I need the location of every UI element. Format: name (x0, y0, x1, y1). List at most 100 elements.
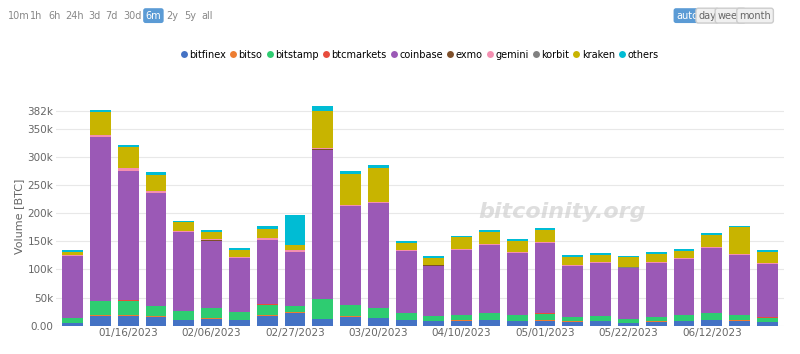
Bar (451, 249, 472, 250)
Bar (340, 205, 361, 206)
Bar (396, 320, 417, 326)
Bar (229, 248, 250, 250)
Bar (618, 268, 639, 319)
Bar (590, 321, 611, 326)
Bar (257, 227, 278, 229)
Bar (702, 233, 722, 235)
Bar (396, 241, 417, 243)
Bar (62, 256, 83, 318)
Bar (674, 315, 694, 321)
Bar (285, 252, 306, 306)
Bar (257, 304, 278, 315)
Bar (62, 250, 83, 252)
Bar (562, 255, 583, 257)
Bar (118, 315, 138, 326)
Text: 1h: 1h (30, 11, 42, 21)
Bar (451, 236, 472, 238)
Bar (451, 315, 472, 320)
Bar (62, 323, 83, 326)
Bar (312, 112, 333, 148)
Bar (507, 315, 528, 321)
Bar (646, 252, 666, 254)
Bar (534, 228, 555, 229)
Bar (174, 231, 194, 232)
Y-axis label: Volume [BTC]: Volume [BTC] (14, 178, 25, 253)
Bar (479, 244, 500, 245)
Bar (562, 317, 583, 321)
Bar (702, 313, 722, 320)
Bar (201, 240, 222, 308)
Bar (312, 150, 333, 299)
Bar (534, 242, 555, 243)
Bar (368, 204, 389, 308)
Bar (674, 259, 694, 315)
Bar (479, 232, 500, 244)
Bar (285, 313, 306, 326)
Bar (368, 202, 389, 203)
Bar (729, 225, 750, 227)
Bar (257, 240, 278, 304)
Text: 5y: 5y (184, 11, 196, 21)
Bar (646, 262, 666, 263)
Bar (312, 148, 333, 149)
Bar (285, 216, 306, 245)
Bar (90, 315, 111, 326)
Bar (285, 245, 306, 250)
Text: 24h: 24h (66, 11, 84, 21)
Bar (423, 265, 444, 266)
Bar (396, 243, 417, 250)
Bar (479, 313, 500, 320)
Bar (729, 315, 750, 320)
Text: 10m: 10m (8, 11, 30, 21)
Bar (729, 321, 750, 326)
Bar (396, 250, 417, 251)
Bar (757, 250, 778, 252)
Bar (146, 191, 166, 193)
Bar (285, 251, 306, 252)
Bar (423, 266, 444, 316)
Text: auto: auto (676, 11, 698, 21)
Bar (646, 322, 666, 326)
Bar (590, 263, 611, 316)
Bar (146, 175, 166, 191)
Bar (507, 239, 528, 241)
Bar (674, 321, 694, 326)
Bar (479, 230, 500, 232)
Bar (62, 255, 83, 256)
Bar (340, 305, 361, 316)
Bar (562, 322, 583, 326)
Bar (674, 249, 694, 251)
Bar (451, 321, 472, 326)
Text: 3d: 3d (88, 11, 100, 21)
Text: 6h: 6h (48, 11, 60, 21)
Bar (146, 317, 166, 326)
Bar (729, 227, 750, 254)
Bar (118, 171, 138, 300)
Bar (229, 250, 250, 257)
Bar (174, 221, 194, 222)
Bar (146, 193, 166, 306)
Bar (423, 316, 444, 321)
Bar (340, 173, 361, 205)
Bar (562, 265, 583, 266)
Bar (618, 323, 639, 326)
Bar (590, 316, 611, 321)
Bar (423, 321, 444, 326)
Bar (90, 301, 111, 315)
Bar (285, 306, 306, 313)
Bar (174, 232, 194, 311)
Bar (590, 255, 611, 262)
Bar (257, 229, 278, 238)
Bar (757, 318, 778, 322)
Bar (674, 251, 694, 258)
Bar (590, 262, 611, 263)
Bar (312, 319, 333, 326)
Bar (174, 222, 194, 231)
Text: 6m: 6m (146, 11, 162, 21)
Bar (562, 257, 583, 265)
Bar (146, 172, 166, 175)
Bar (757, 264, 778, 317)
Bar (62, 318, 83, 322)
Text: month: month (739, 11, 771, 21)
Bar (257, 315, 278, 326)
